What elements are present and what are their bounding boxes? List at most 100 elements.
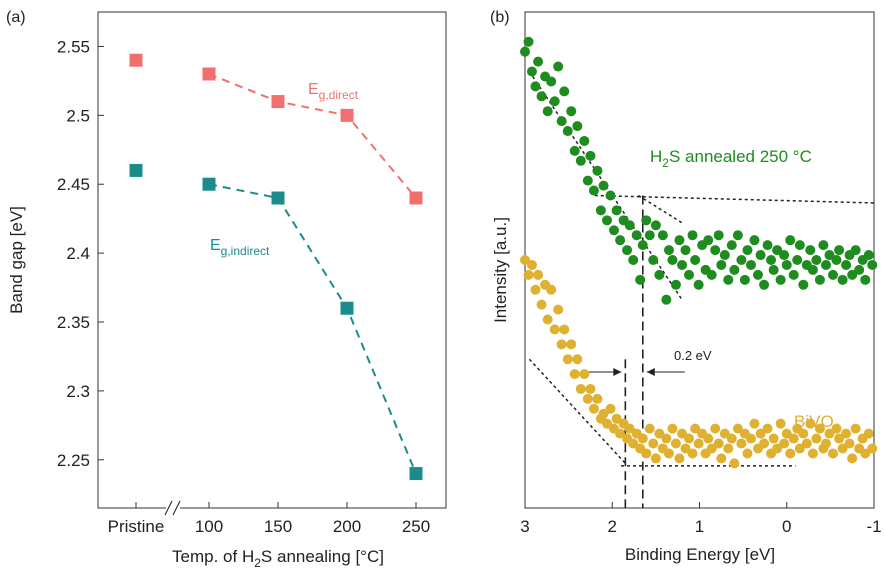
- b-point-1: [713, 438, 724, 449]
- b-point-1: [788, 433, 799, 444]
- arrow-left-head: [646, 368, 655, 376]
- b-point-0: [635, 274, 646, 285]
- b-point-1: [637, 433, 648, 444]
- a-point: [202, 67, 216, 81]
- panel-a-points: [129, 53, 423, 481]
- arrow-right-head: [613, 368, 622, 376]
- b-point-1: [706, 443, 717, 454]
- b-point-1: [775, 418, 786, 429]
- b-point-0: [867, 259, 878, 270]
- legend-direct: Eg,direct: [308, 81, 359, 102]
- b-point-1: [834, 433, 845, 444]
- b-point-1: [592, 393, 603, 404]
- b-point-0: [553, 61, 564, 72]
- panel-a-xlabel: Temp. of H2S annealing [°C]: [172, 547, 384, 570]
- b-point-1: [785, 448, 796, 459]
- b-point-1: [615, 428, 626, 439]
- b-point-0: [536, 91, 547, 102]
- panel-a-ylabel: Band gap [eV]: [7, 206, 26, 314]
- b-point-0: [779, 250, 790, 261]
- b-point-0: [723, 274, 734, 285]
- a-xtick-label: 200: [333, 517, 361, 536]
- b-point-0: [818, 240, 829, 251]
- panel-a-xlabel-sub: 2: [254, 556, 261, 570]
- b-point-1: [566, 339, 577, 350]
- b-point-1: [710, 423, 721, 434]
- b-point-0: [572, 121, 583, 132]
- panel-a-xlabel-part2: S annealing [°C]: [261, 547, 384, 566]
- b-point-0: [710, 245, 721, 256]
- b-point-1: [579, 369, 590, 380]
- panel-b-points: [520, 36, 878, 469]
- b-point-0: [713, 230, 724, 241]
- b-point-1: [837, 443, 848, 454]
- b-point-0: [530, 81, 541, 92]
- b-point-0: [546, 76, 557, 87]
- b-point-1: [562, 354, 573, 365]
- panel-b-xticks: 3 2 1 0 -1: [520, 502, 882, 536]
- b-point-0: [556, 116, 567, 127]
- b-point-0: [781, 259, 792, 270]
- b-point-0: [749, 235, 760, 246]
- b-point-1: [827, 448, 838, 459]
- b-point-0: [752, 269, 763, 280]
- b-point-0: [775, 274, 786, 285]
- b-point-0: [742, 245, 753, 256]
- legend-indirect-sub: g,indirect: [221, 244, 270, 258]
- legend-bivo4: BiVO4: [794, 412, 841, 435]
- b-point-0: [648, 255, 659, 265]
- b-point-1: [844, 438, 855, 449]
- b-point-0: [690, 255, 701, 265]
- b-point-1: [670, 438, 681, 449]
- a-point: [409, 191, 423, 205]
- b-point-1: [520, 255, 530, 265]
- b-point-1: [530, 284, 541, 295]
- panel-b-xlabel: Binding Energy [eV]: [625, 545, 775, 564]
- b-point-1: [831, 423, 842, 434]
- b-point-0: [631, 230, 642, 241]
- b-point-1: [536, 299, 547, 310]
- b-point-1: [850, 423, 861, 434]
- b-point-0: [837, 274, 848, 285]
- b-point-1: [598, 408, 609, 419]
- legend-h2s-sub: 2: [662, 156, 669, 170]
- b-point-0: [824, 250, 835, 261]
- b-point-0: [637, 240, 648, 251]
- a-series-line-1: [208, 183, 417, 474]
- a-ytick-label: 2.3: [66, 382, 90, 401]
- b-point-0: [821, 259, 832, 270]
- panel-a-label: (a): [6, 9, 26, 26]
- b-point-0: [807, 264, 818, 275]
- a-xtick-label: 150: [264, 517, 292, 536]
- b-point-1: [674, 453, 685, 464]
- b-point-1: [693, 438, 704, 449]
- b-point-0: [615, 235, 626, 246]
- b-point-0: [850, 245, 861, 256]
- a-ytick-label: 2.5: [66, 106, 90, 125]
- b-point-0: [585, 150, 596, 161]
- a-ytick-label: 2.55: [57, 37, 90, 56]
- b-point-0: [847, 269, 858, 280]
- b-point-1: [719, 428, 730, 439]
- b-point-1: [556, 339, 567, 350]
- b-point-1: [663, 448, 674, 459]
- a-series-line-0: [208, 73, 417, 199]
- b-point-0: [575, 155, 586, 166]
- b-point-1: [690, 423, 701, 434]
- panel-a: (a) 2.25 2.3 2.35 2.4 2.45 2.5 2.55 Pristine 10…: [6, 9, 447, 570]
- legend-direct-base: E: [308, 81, 319, 98]
- b-point-0: [598, 180, 609, 191]
- panel-b: (b) 3 2 1 0 -1 Intensity [a.u.] Binding Ener…: [490, 9, 882, 564]
- b-point-0: [785, 235, 796, 246]
- a-point-pristine: [129, 53, 143, 67]
- b-point-1: [624, 423, 635, 434]
- b-point-0: [611, 205, 622, 216]
- b-point-0: [732, 230, 743, 241]
- legend-h2s: H2S annealed 250 °C: [650, 147, 812, 170]
- b-point-1: [811, 433, 822, 444]
- b-point-1: [572, 354, 583, 365]
- a-point: [202, 177, 216, 191]
- b-point-0: [644, 230, 655, 241]
- b-point-0: [624, 220, 635, 231]
